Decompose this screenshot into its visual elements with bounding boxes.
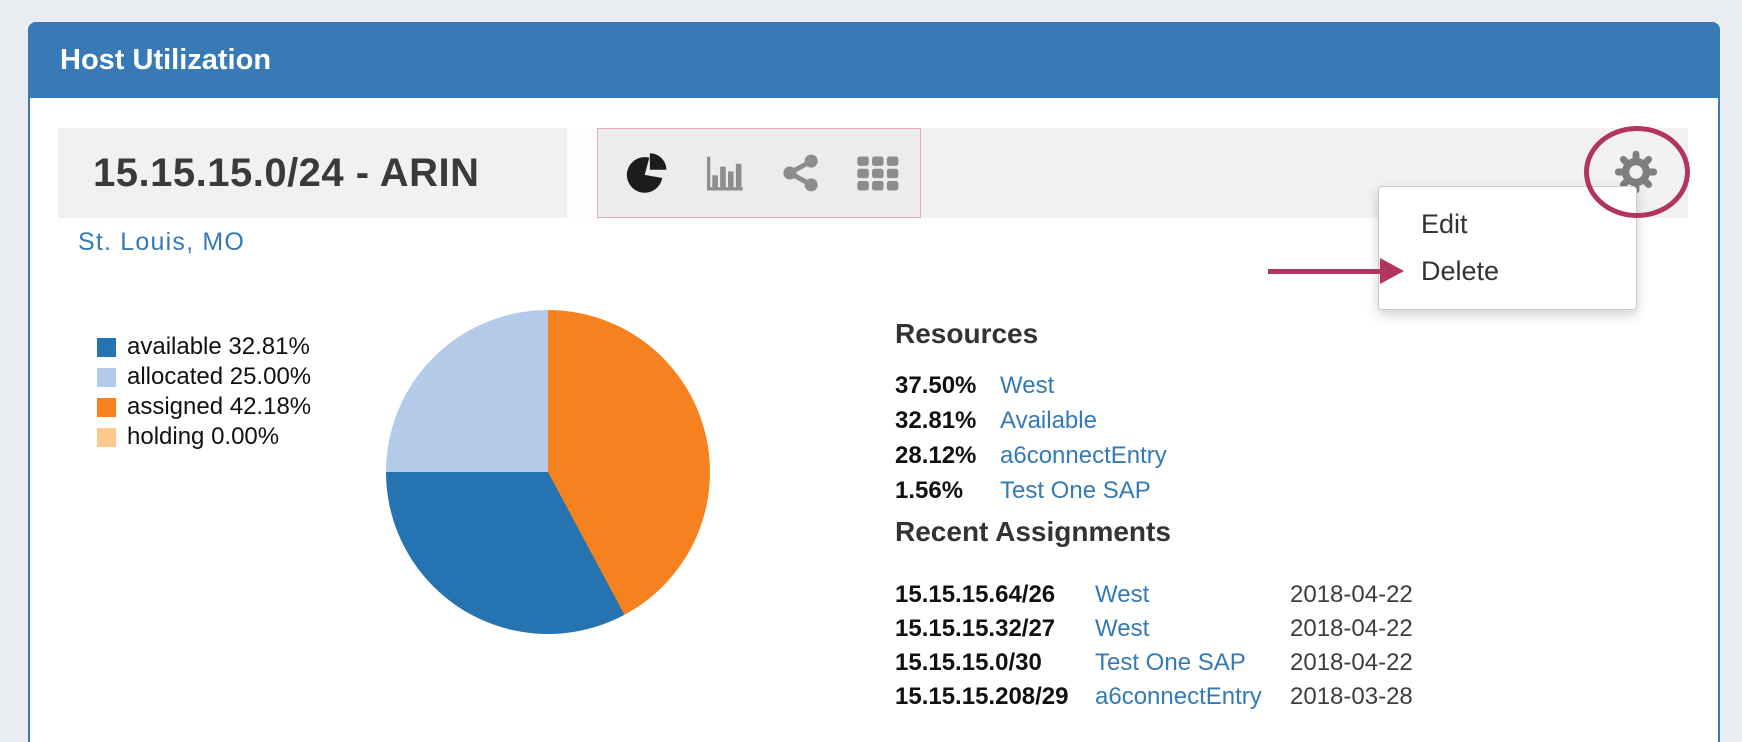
bar-chart-view-button[interactable]: [701, 150, 747, 196]
panel-header: Host Utilization: [28, 22, 1720, 98]
assignment-resource-link[interactable]: West: [1095, 581, 1150, 608]
assignment-resource-link[interactable]: West: [1095, 615, 1150, 642]
assignment-cidr: 15.15.15.0/30: [895, 649, 1042, 676]
assignment-date: 2018-04-22: [1290, 581, 1413, 608]
gear-icon: [1614, 150, 1658, 194]
assignment-resource-link[interactable]: a6connectEntry: [1095, 683, 1262, 710]
resource-row: 37.50% West: [895, 368, 1167, 403]
pie-legend: available 32.81% allocated 25.00% assigned…: [97, 332, 311, 452]
resource-percent: 37.50%: [895, 371, 977, 399]
assignment-date: 2018-04-22: [1290, 615, 1413, 642]
legend-swatch: [97, 427, 116, 447]
resource-percent: 1.56%: [895, 476, 964, 504]
resource-link[interactable]: Test One SAP: [1000, 476, 1151, 504]
resources-table: 37.50% West 32.81% Available 28.12% a6connect…: [895, 368, 1167, 508]
pie-chart-icon: [626, 153, 667, 193]
share-icon: [783, 154, 818, 192]
legend-row: holding 0.00%: [97, 422, 311, 452]
legend-label: assigned 42.18%: [127, 393, 312, 420]
location-link[interactable]: St. Louis, MO: [78, 228, 246, 256]
resource-percent: 32.81%: [895, 406, 977, 434]
recent-assignments-heading: Recent Assignments: [895, 516, 1171, 547]
legend-swatch: [97, 397, 116, 417]
resources-heading: Resources: [895, 318, 1039, 349]
share-view-button[interactable]: [778, 150, 824, 196]
assignment-cidr: 15.15.15.208/29: [895, 683, 1069, 710]
legend-swatch: [97, 337, 116, 357]
resource-row: 32.81% Available: [895, 403, 1167, 438]
grid-icon: [857, 156, 899, 191]
panel-title: Host Utilization: [60, 44, 272, 76]
resource-row: 28.12% a6connectEntry: [895, 438, 1167, 473]
legend-row: available 32.81%: [97, 332, 311, 362]
assignment-row: 15.15.15.0/30 Test One SAP 2018-04-22: [895, 646, 1413, 680]
resource-link[interactable]: West: [1000, 371, 1055, 399]
assignment-date: 2018-04-22: [1290, 649, 1413, 676]
block-title: 15.15.15.0/24 - ARIN: [93, 151, 480, 195]
gear-button[interactable]: [1613, 149, 1659, 195]
assignment-cidr: 15.15.15.32/27: [895, 615, 1056, 642]
legend-label: available 32.81%: [127, 333, 310, 360]
resource-link[interactable]: a6connectEntry: [1000, 441, 1167, 469]
chart-view-toolbar: [597, 128, 921, 218]
resource-link[interactable]: Available: [1000, 406, 1097, 434]
menu-item-delete[interactable]: Delete: [1421, 256, 1500, 286]
resource-percent: 28.12%: [895, 441, 977, 469]
legend-label: holding 0.00%: [127, 423, 280, 450]
legend-row: allocated 25.00%: [97, 362, 311, 392]
legend-row: assigned 42.18%: [97, 392, 311, 422]
legend-label: allocated 25.00%: [127, 363, 312, 390]
assignment-row: 15.15.15.64/26 West 2018-04-22: [895, 578, 1413, 612]
pie-chart: [386, 310, 710, 634]
pie-chart-view-button[interactable]: [624, 150, 670, 196]
assignment-cidr: 15.15.15.64/26: [895, 581, 1056, 608]
assignment-date: 2018-03-28: [1290, 683, 1413, 710]
gear-menu: Edit Delete: [1378, 186, 1637, 310]
grid-view-button[interactable]: [855, 150, 901, 196]
legend-swatch: [97, 367, 116, 387]
menu-item-edit[interactable]: Edit: [1421, 209, 1468, 239]
assignment-resource-link[interactable]: Test One SAP: [1095, 649, 1246, 676]
assignment-row: 15.15.15.32/27 West 2018-04-22: [895, 612, 1413, 646]
recent-assignments-table: 15.15.15.64/26 West 2018-04-22 15.15.15.32/…: [895, 578, 1413, 714]
toolbar-patch-seam: [567, 128, 597, 218]
resource-row: 1.56% Test One SAP: [895, 473, 1167, 508]
bar-chart-icon: [707, 156, 743, 191]
assignment-row: 15.15.15.208/29 a6connectEntry 2018-03-28: [895, 680, 1413, 714]
